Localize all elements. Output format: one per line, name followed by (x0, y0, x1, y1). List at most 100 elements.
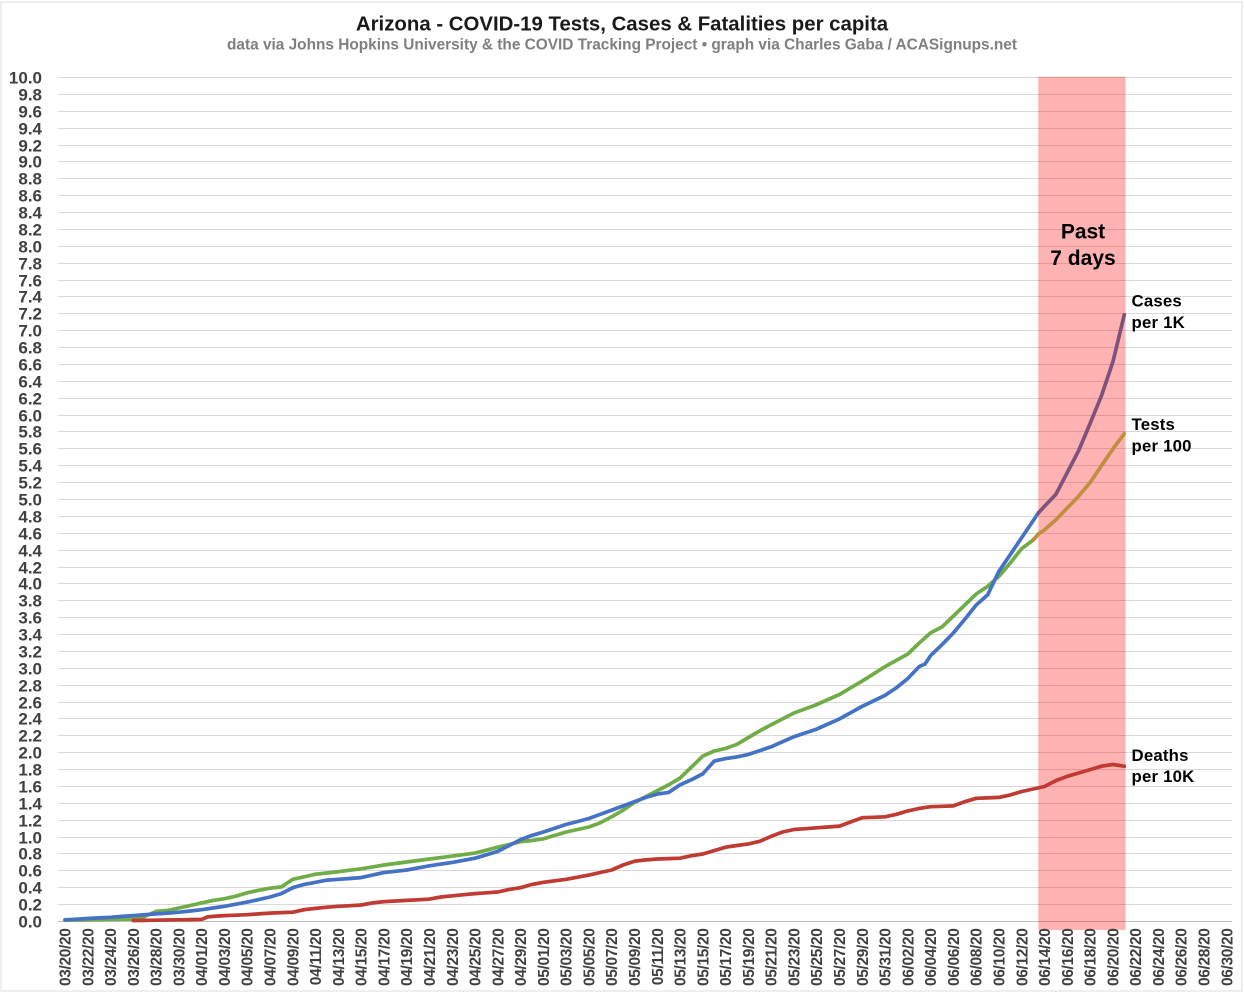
svg-text:05/15/20: 05/15/20 (695, 929, 712, 987)
svg-text:9.4: 9.4 (18, 120, 42, 139)
svg-text:2.2: 2.2 (18, 727, 42, 746)
svg-text:05/05/20: 05/05/20 (581, 929, 598, 987)
svg-text:04/15/20: 04/15/20 (354, 929, 371, 987)
svg-text:04/17/20: 04/17/20 (376, 929, 393, 987)
svg-text:data via Johns Hopkins Univers: data via Johns Hopkins University & the … (227, 37, 1017, 54)
svg-text:4.2: 4.2 (18, 559, 42, 578)
svg-text:05/11/20: 05/11/20 (650, 929, 667, 986)
svg-text:Deaths: Deaths (1132, 746, 1189, 765)
svg-text:0.4: 0.4 (18, 879, 42, 898)
svg-text:3.6: 3.6 (18, 609, 42, 628)
svg-text:06/22/20: 06/22/20 (1128, 929, 1145, 987)
svg-text:06/20/20: 06/20/20 (1105, 929, 1122, 987)
svg-text:04/01/20: 04/01/20 (194, 929, 211, 987)
svg-text:06/06/20: 06/06/20 (946, 929, 963, 987)
svg-text:7.2: 7.2 (18, 305, 42, 324)
svg-text:04/11/20: 04/11/20 (308, 929, 325, 986)
svg-text:03/20/20: 03/20/20 (58, 929, 75, 987)
svg-text:05/13/20: 05/13/20 (673, 929, 690, 987)
svg-text:0.6: 0.6 (18, 862, 42, 881)
svg-text:6.4: 6.4 (18, 373, 42, 392)
svg-text:per 1K: per 1K (1132, 313, 1185, 332)
svg-text:04/23/20: 04/23/20 (445, 929, 462, 987)
svg-text:06/10/20: 06/10/20 (992, 929, 1009, 987)
svg-text:05/23/20: 05/23/20 (787, 929, 804, 987)
svg-text:04/29/20: 04/29/20 (513, 929, 530, 987)
svg-text:2.6: 2.6 (18, 694, 42, 713)
svg-text:8.0: 8.0 (18, 238, 42, 257)
svg-text:06/28/20: 06/28/20 (1197, 929, 1214, 987)
svg-text:8.4: 8.4 (18, 204, 42, 223)
svg-text:06/24/20: 06/24/20 (1151, 929, 1168, 987)
svg-text:7.4: 7.4 (18, 288, 42, 307)
svg-text:3.4: 3.4 (18, 626, 42, 645)
svg-text:0.0: 0.0 (18, 913, 42, 932)
svg-text:0.8: 0.8 (18, 845, 42, 864)
svg-text:03/30/20: 03/30/20 (171, 929, 188, 987)
svg-text:04/19/20: 04/19/20 (399, 929, 416, 987)
svg-text:4.0: 4.0 (18, 575, 42, 594)
svg-text:8.8: 8.8 (18, 170, 42, 189)
svg-text:04/27/20: 04/27/20 (490, 929, 507, 987)
svg-text:04/07/20: 04/07/20 (263, 929, 280, 987)
svg-text:05/09/20: 05/09/20 (627, 929, 644, 987)
svg-text:4.8: 4.8 (18, 508, 42, 527)
svg-text:per 10K: per 10K (1132, 767, 1195, 786)
svg-text:05/03/20: 05/03/20 (559, 929, 576, 987)
svg-text:05/01/20: 05/01/20 (536, 929, 553, 987)
svg-text:06/16/20: 06/16/20 (1060, 929, 1077, 987)
svg-text:1.6: 1.6 (18, 778, 42, 797)
svg-text:1.4: 1.4 (18, 795, 42, 814)
svg-text:6.6: 6.6 (18, 356, 42, 375)
svg-text:06/30/20: 06/30/20 (1219, 929, 1236, 987)
svg-text:8.2: 8.2 (18, 221, 42, 240)
svg-text:05/25/20: 05/25/20 (809, 929, 826, 987)
svg-text:1.0: 1.0 (18, 829, 42, 848)
svg-text:4.6: 4.6 (18, 525, 42, 544)
svg-text:7 days: 7 days (1050, 247, 1115, 270)
svg-text:5.0: 5.0 (18, 491, 42, 510)
svg-text:9.2: 9.2 (18, 137, 42, 156)
svg-text:06/18/20: 06/18/20 (1083, 929, 1100, 987)
svg-text:04/09/20: 04/09/20 (285, 929, 302, 987)
svg-text:06/08/20: 06/08/20 (969, 929, 986, 987)
svg-text:04/25/20: 04/25/20 (468, 929, 485, 987)
svg-text:7.0: 7.0 (18, 322, 42, 341)
svg-text:06/26/20: 06/26/20 (1174, 929, 1191, 987)
svg-text:05/07/20: 05/07/20 (604, 929, 621, 987)
svg-text:06/12/20: 06/12/20 (1014, 929, 1031, 987)
svg-text:03/28/20: 03/28/20 (149, 929, 166, 987)
svg-text:5.2: 5.2 (18, 474, 42, 493)
svg-text:1.8: 1.8 (18, 761, 42, 780)
svg-text:Arizona - COVID-19 Tests, Case: Arizona - COVID-19 Tests, Cases & Fatali… (356, 14, 889, 36)
svg-text:6.0: 6.0 (18, 407, 42, 426)
svg-text:Past: Past (1061, 221, 1105, 244)
svg-text:9.8: 9.8 (18, 86, 42, 105)
svg-text:04/21/20: 04/21/20 (422, 929, 439, 987)
svg-text:9.6: 9.6 (18, 103, 42, 122)
svg-text:8.6: 8.6 (18, 187, 42, 206)
svg-text:0.2: 0.2 (18, 896, 42, 915)
svg-text:06/14/20: 06/14/20 (1037, 929, 1054, 987)
svg-text:2.4: 2.4 (18, 710, 42, 729)
svg-text:10.0: 10.0 (9, 69, 42, 88)
svg-text:3.0: 3.0 (18, 660, 42, 679)
svg-text:05/31/20: 05/31/20 (878, 929, 895, 987)
svg-text:7.8: 7.8 (18, 255, 42, 274)
svg-text:05/29/20: 05/29/20 (855, 929, 872, 987)
svg-text:03/22/20: 03/22/20 (80, 929, 97, 987)
svg-text:6.8: 6.8 (18, 339, 42, 358)
svg-text:04/05/20: 04/05/20 (240, 929, 257, 987)
svg-text:05/19/20: 05/19/20 (741, 929, 758, 987)
svg-text:03/24/20: 03/24/20 (103, 929, 120, 987)
svg-text:2.8: 2.8 (18, 677, 42, 696)
svg-text:6.2: 6.2 (18, 390, 42, 409)
svg-text:4.4: 4.4 (18, 542, 42, 561)
svg-text:2.0: 2.0 (18, 744, 42, 763)
svg-text:5.8: 5.8 (18, 423, 42, 442)
svg-text:5.4: 5.4 (18, 457, 42, 476)
svg-text:05/27/20: 05/27/20 (832, 929, 849, 987)
svg-text:04/13/20: 04/13/20 (331, 929, 348, 987)
svg-text:per 100: per 100 (1132, 437, 1192, 456)
svg-text:06/04/20: 06/04/20 (923, 929, 940, 987)
